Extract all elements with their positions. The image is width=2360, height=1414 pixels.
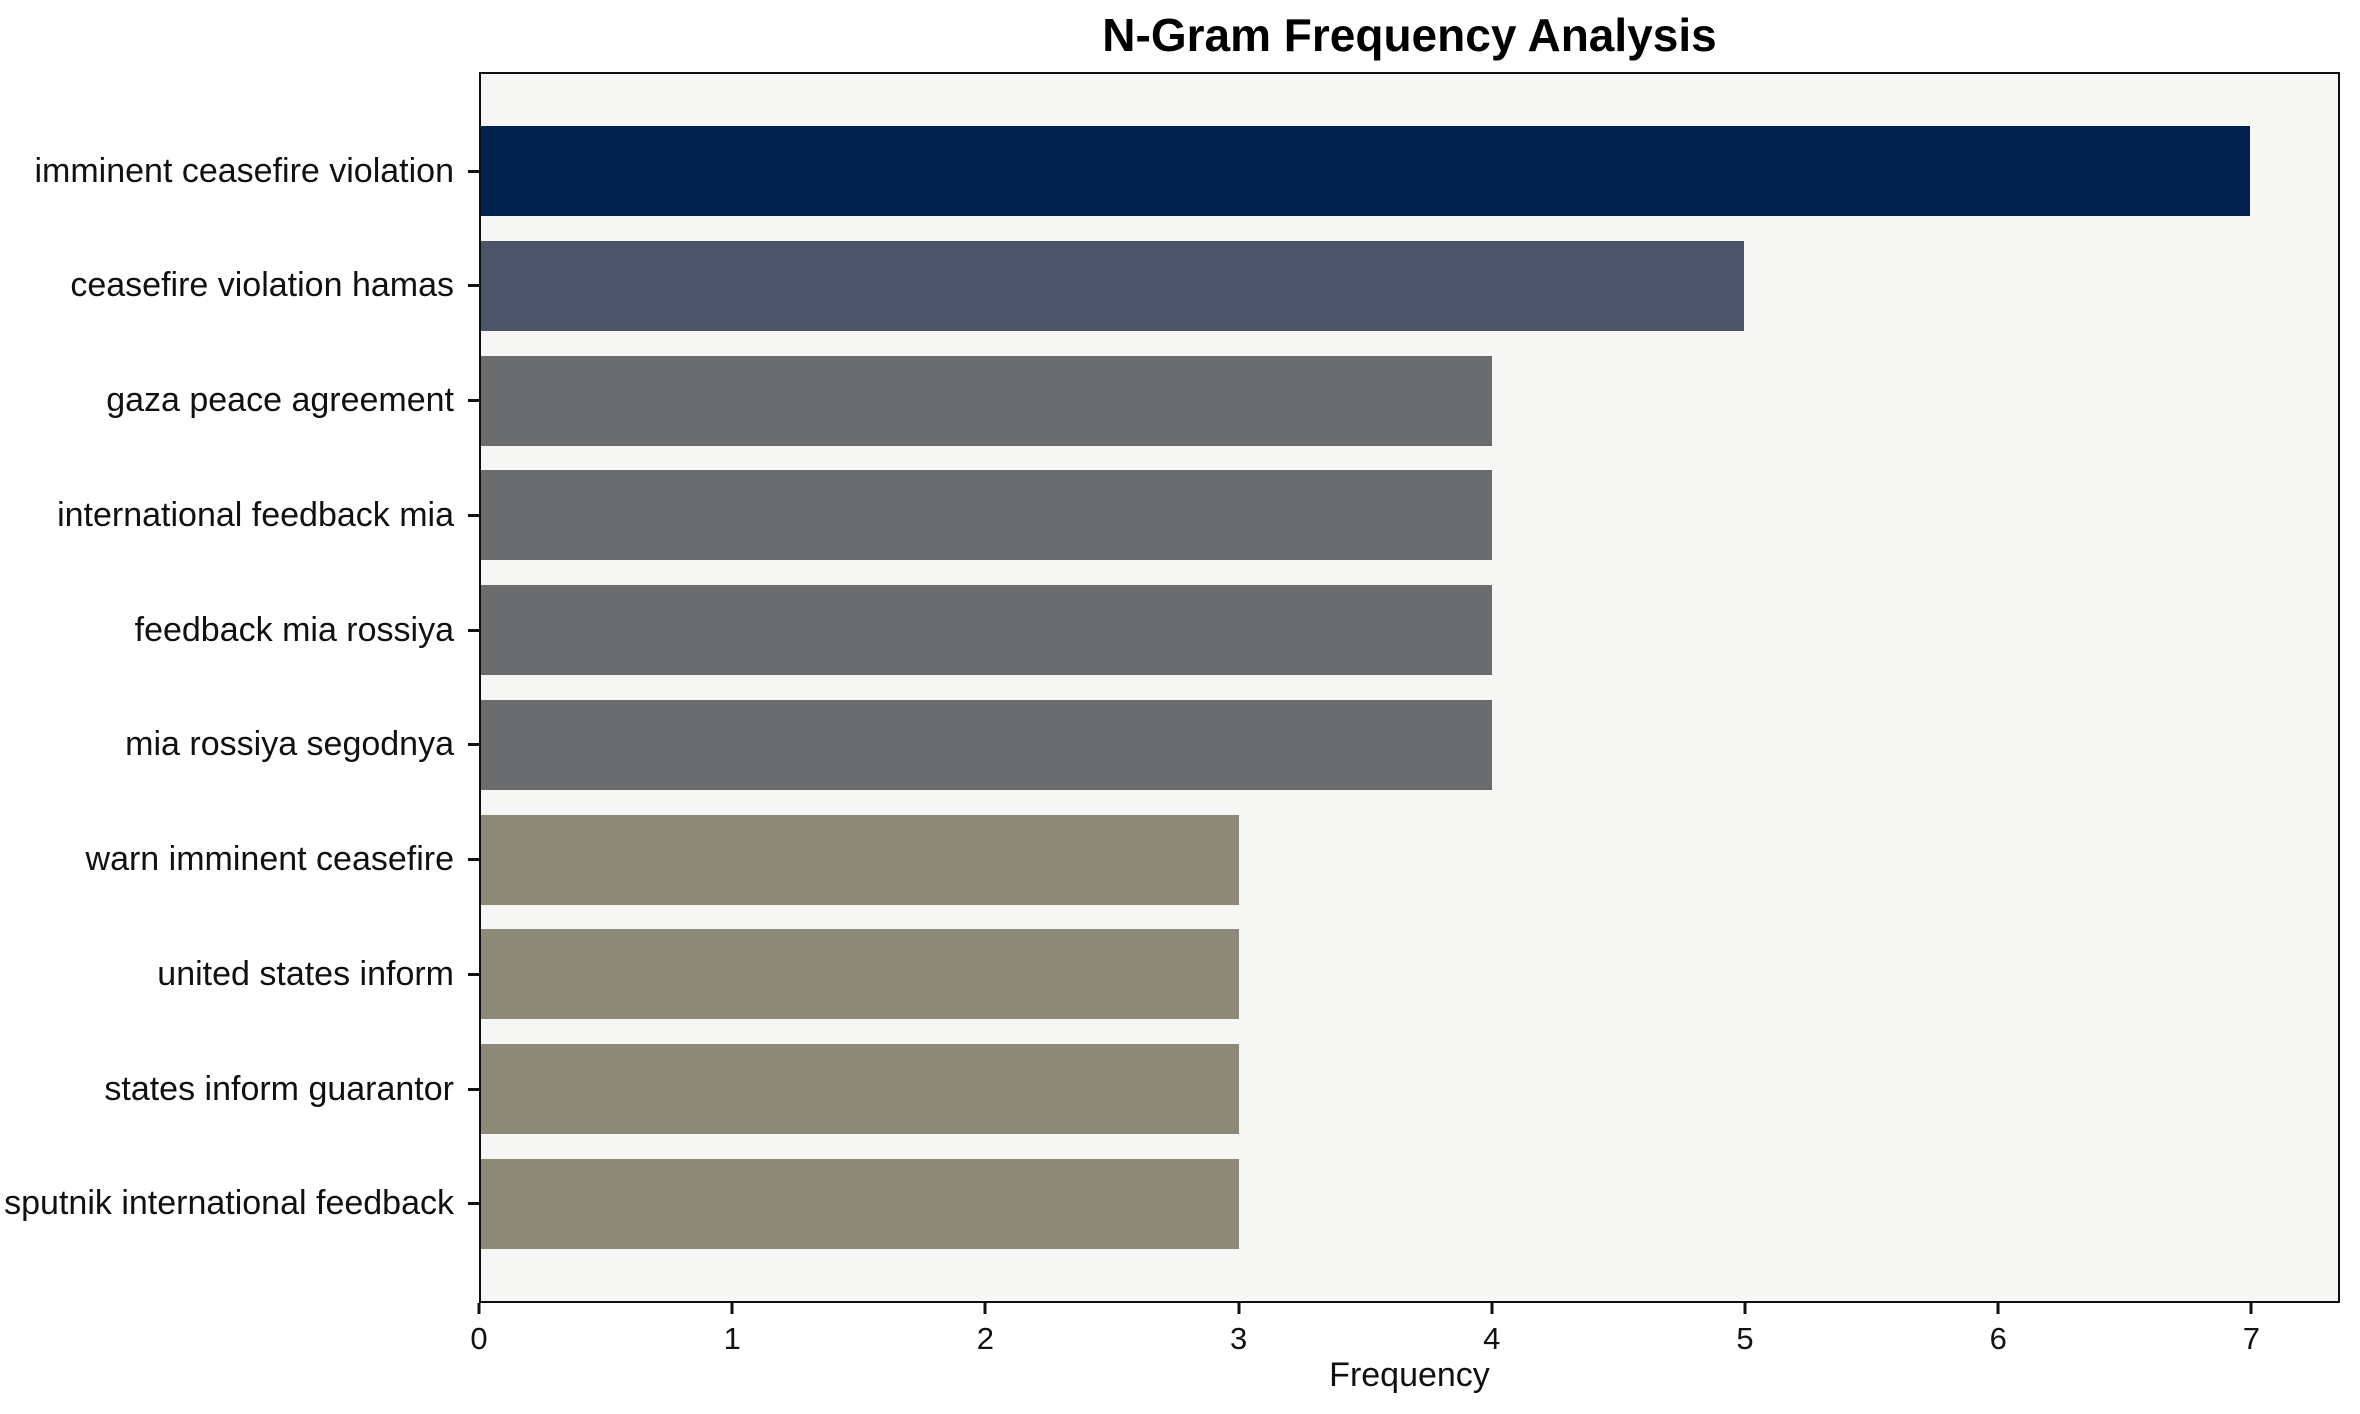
- y-tick-row: sputnik international feedback: [0, 1159, 479, 1249]
- bar: [481, 355, 1492, 446]
- y-axis: imminent ceasefire violation ceasefire vi…: [0, 72, 479, 1303]
- bar: [481, 585, 1492, 676]
- bar-row: [481, 1044, 2338, 1135]
- bar-row: [481, 126, 2338, 216]
- bar-row: [481, 814, 2338, 905]
- chart-title: N-Gram Frequency Analysis: [1102, 9, 1717, 61]
- y-tick-mark: [468, 972, 479, 976]
- bar-row: [481, 699, 2338, 790]
- y-tick-mark: [468, 1087, 479, 1091]
- y-tick-row: warn imminent ceasefire: [0, 815, 479, 905]
- x-tick-mark: [1237, 1303, 1241, 1314]
- x-tick-label: 3: [1229, 1321, 1248, 1356]
- y-tick-row: ceasefire violation hamas: [0, 241, 479, 331]
- bar: [481, 470, 1492, 561]
- x-tick-label: 6: [1989, 1321, 2007, 1356]
- x-tick-mark: [477, 1303, 481, 1314]
- x-tick-mark: [730, 1303, 734, 1314]
- y-tick-row: gaza peace agreement: [0, 356, 479, 446]
- bar-row: [481, 585, 2338, 676]
- x-tick-label: 5: [1736, 1321, 1754, 1356]
- y-tick-mark: [468, 743, 479, 747]
- y-tick-mark: [468, 399, 479, 403]
- y-tick-mark: [468, 628, 479, 632]
- bar: [481, 240, 1745, 331]
- bar-row: [481, 1158, 2338, 1249]
- plot-area: [479, 72, 2340, 1303]
- x-tick-label: 4: [1483, 1321, 1501, 1356]
- y-tick-mark: [468, 169, 479, 173]
- x-tick-mark: [1743, 1303, 1747, 1314]
- bar-row: [481, 240, 2338, 331]
- y-tick-label: sputnik international feedback: [4, 1184, 454, 1223]
- bar: [481, 1158, 1239, 1249]
- x-tick-mark: [2249, 1303, 2253, 1314]
- x-tick-mark: [1490, 1303, 1494, 1314]
- y-tick-label: international feedback mia: [57, 495, 454, 534]
- y-tick-mark: [468, 858, 479, 862]
- y-tick-row: mia rossiya segodnya: [0, 700, 479, 790]
- y-tick-row: feedback mia rossiya: [0, 585, 479, 675]
- y-tick-label: united states inform: [157, 954, 454, 993]
- bar: [481, 126, 2250, 216]
- y-tick-row: states inform guarantor: [0, 1044, 479, 1134]
- y-tick-row: united states inform: [0, 929, 479, 1019]
- y-tick-label: states inform guarantor: [104, 1069, 454, 1108]
- bar: [481, 699, 1492, 790]
- y-tick-label: ceasefire violation hamas: [70, 266, 454, 305]
- x-axis-label: Frequency: [1329, 1356, 1490, 1394]
- x-tick-label: 1: [723, 1321, 741, 1356]
- y-tick-mark: [468, 513, 479, 517]
- y-tick-row: imminent ceasefire violation: [0, 126, 479, 216]
- bar-row: [481, 929, 2338, 1020]
- x-tick-label: 0: [470, 1321, 488, 1356]
- y-tick-label: gaza peace agreement: [106, 381, 454, 420]
- y-tick-label: mia rossiya segodnya: [125, 725, 454, 764]
- x-axis: 0 1 2 3 4 5 6 7: [470, 1303, 2340, 1393]
- bar: [481, 814, 1239, 905]
- x-tick-mark: [983, 1303, 987, 1314]
- y-tick-mark: [468, 284, 479, 288]
- bar: [481, 929, 1239, 1020]
- y-tick-label: imminent ceasefire violation: [34, 151, 454, 190]
- y-tick-label: feedback mia rossiya: [134, 610, 454, 649]
- bar-row: [481, 355, 2338, 446]
- x-tick-label: 7: [2242, 1321, 2260, 1356]
- bar: [481, 1044, 1239, 1135]
- x-tick-label: 2: [976, 1321, 995, 1356]
- y-tick-row: international feedback mia: [0, 470, 479, 560]
- bar-row: [481, 470, 2338, 561]
- x-tick-mark: [1996, 1303, 2000, 1314]
- y-tick-label: warn imminent ceasefire: [85, 840, 454, 879]
- y-tick-mark: [468, 1202, 479, 1206]
